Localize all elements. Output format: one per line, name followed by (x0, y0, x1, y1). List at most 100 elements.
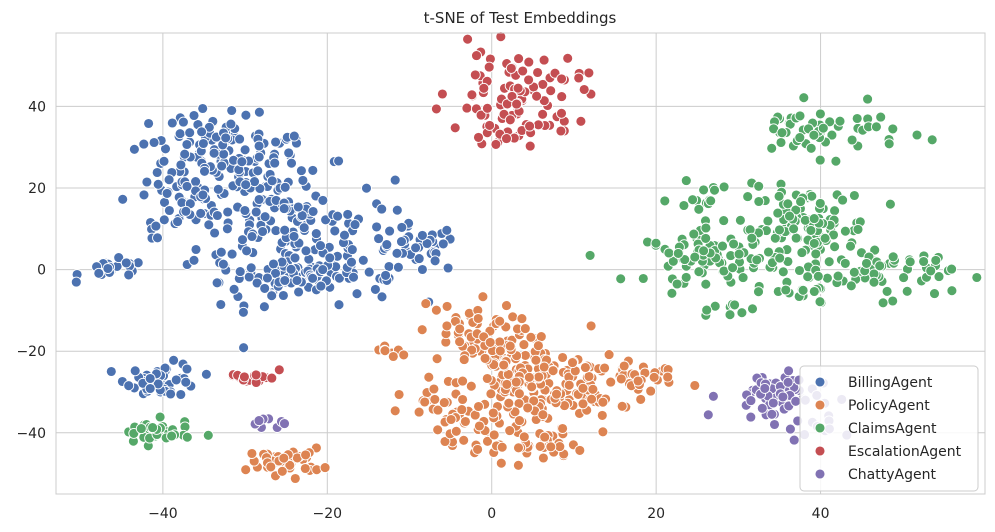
data-point (181, 431, 193, 443)
data-point (911, 129, 923, 141)
data-point (285, 263, 297, 275)
data-point (297, 174, 309, 186)
data-point (484, 336, 496, 348)
data-point (845, 240, 856, 252)
data-point (113, 252, 125, 264)
data-point (663, 247, 675, 259)
data-point (796, 247, 808, 259)
data-point (180, 205, 192, 217)
data-point (887, 295, 899, 307)
data-point (175, 159, 187, 171)
data-point (693, 203, 705, 215)
data-point (333, 272, 345, 284)
data-point (516, 313, 528, 325)
data-point (437, 238, 449, 250)
data-point (501, 300, 512, 312)
data-point (759, 382, 771, 394)
data-point (494, 315, 506, 327)
data-point (814, 296, 826, 308)
data-point (494, 336, 506, 348)
data-point (466, 89, 478, 101)
data-point (396, 236, 407, 248)
data-point (209, 227, 221, 239)
data-point (583, 371, 595, 382)
data-point (258, 301, 270, 313)
axis-ticks: −40 −20 0 20 40 −40 −20 0 20 40 (16, 99, 829, 522)
data-point (678, 200, 690, 211)
data-point (700, 232, 712, 244)
legend-marker (814, 422, 826, 434)
data-point (870, 121, 882, 133)
data-point (250, 369, 262, 381)
data-point (141, 176, 153, 188)
data-point (461, 102, 473, 114)
data-point (538, 54, 550, 66)
data-point (814, 197, 826, 209)
data-point (279, 418, 290, 430)
data-point (524, 120, 536, 132)
data-point (848, 266, 860, 278)
data-point (596, 409, 608, 421)
data-point (379, 345, 391, 357)
data-point (396, 221, 408, 233)
data-point (877, 297, 889, 309)
data-point (237, 306, 249, 318)
data-point (478, 82, 490, 94)
data-point (298, 222, 310, 234)
data-point (175, 389, 187, 400)
data-point (832, 270, 844, 282)
data-point (734, 214, 746, 226)
data-point (501, 133, 512, 145)
legend-label: PolicyAgent (848, 398, 930, 414)
data-point (784, 210, 795, 222)
y-tick-label: 0 (37, 263, 46, 279)
data-point (361, 182, 372, 194)
data-point (505, 62, 517, 74)
data-point (389, 405, 401, 417)
data-point (718, 215, 730, 227)
data-point (428, 383, 440, 395)
data-point (218, 148, 230, 160)
data-point (284, 459, 296, 471)
data-point (473, 401, 484, 412)
data-point (70, 276, 82, 288)
data-point (234, 266, 246, 278)
data-point (202, 429, 214, 441)
data-point (239, 205, 251, 216)
data-point (586, 393, 598, 405)
data-point (797, 284, 809, 296)
data-point (814, 108, 826, 120)
x-tick-label: 20 (647, 506, 665, 522)
legend-label: EscalationAgent (848, 444, 962, 460)
data-point (788, 434, 800, 446)
data-point (252, 165, 264, 177)
data-point (469, 69, 481, 81)
data-point (398, 349, 410, 361)
data-point (845, 280, 857, 292)
data-point (481, 102, 493, 114)
data-point (239, 144, 251, 156)
data-point (814, 154, 826, 166)
data-point (766, 408, 778, 420)
series-billingagent (70, 103, 456, 400)
data-point (700, 278, 712, 290)
data-point (292, 201, 304, 213)
data-point (166, 430, 178, 442)
data-point (363, 266, 375, 278)
data-point (537, 108, 549, 120)
data-point (181, 180, 193, 192)
data-point (971, 272, 983, 283)
data-point (120, 257, 132, 269)
data-point (479, 352, 491, 364)
data-point (812, 270, 824, 282)
data-point (794, 110, 806, 122)
data-point (808, 237, 820, 249)
data-point (279, 275, 291, 286)
data-point (488, 429, 500, 441)
data-point (151, 167, 163, 178)
data-point (599, 362, 611, 374)
data-point (351, 288, 363, 300)
data-point (158, 214, 170, 226)
data-point (477, 291, 489, 303)
data-point (597, 426, 609, 438)
